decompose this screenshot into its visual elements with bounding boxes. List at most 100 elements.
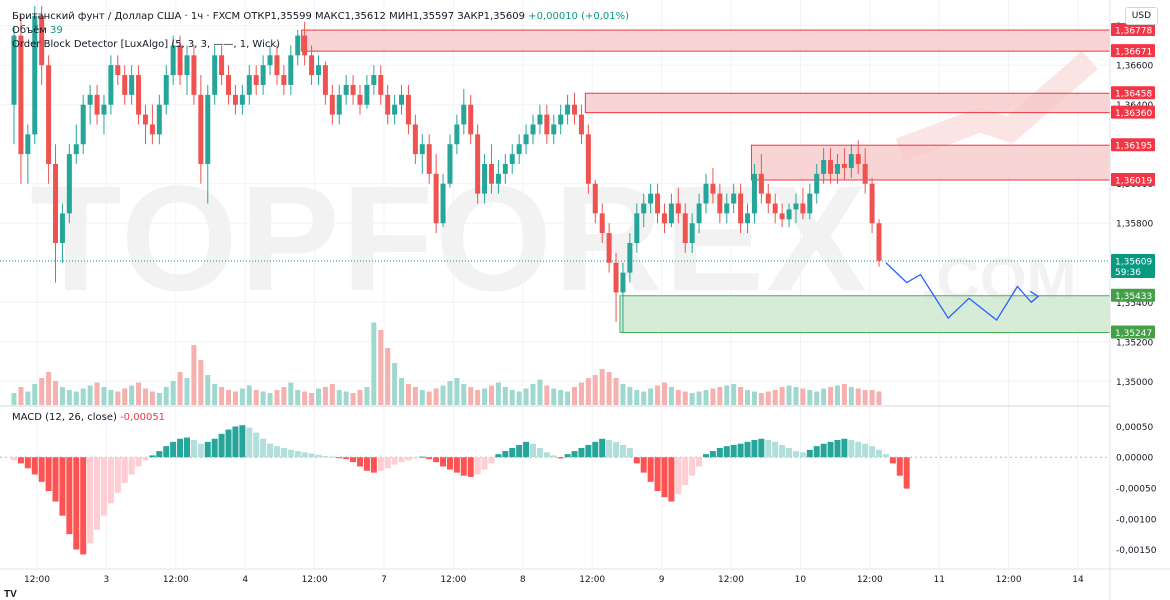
volume-bar xyxy=(717,387,723,405)
volume-bar xyxy=(59,387,65,405)
candle xyxy=(855,140,861,174)
candle xyxy=(163,65,169,115)
candle-body xyxy=(80,104,86,145)
candle-body xyxy=(488,163,494,184)
macd-bar xyxy=(80,457,87,555)
macd-value: -0,00051 xyxy=(120,412,166,423)
candle-body xyxy=(862,163,868,184)
volume-bar xyxy=(281,387,287,405)
time-tick-label: 12:00 xyxy=(440,575,466,585)
macd-bar xyxy=(370,457,377,473)
candle xyxy=(170,35,176,85)
macd-bar xyxy=(405,457,412,461)
volume-bars xyxy=(11,322,882,405)
candle xyxy=(336,84,342,125)
chart-legend-main: Британский фунт / Доллар США · 1ч · FXCM… xyxy=(12,11,629,22)
macd-bar xyxy=(384,457,391,469)
candle xyxy=(149,104,155,145)
candle xyxy=(108,55,114,115)
candle-body xyxy=(281,75,287,85)
volume-bar xyxy=(46,372,52,405)
candle-body xyxy=(655,193,661,214)
candle-body xyxy=(689,223,695,243)
candle xyxy=(578,104,584,145)
current-price-text: 1,35609 xyxy=(1115,257,1152,267)
volume-bar xyxy=(371,322,377,405)
volume-bar xyxy=(495,382,501,405)
candle-body xyxy=(523,134,529,145)
macd-bar xyxy=(350,457,357,463)
volume-bar xyxy=(53,381,59,405)
volume-bar xyxy=(488,385,494,405)
candle xyxy=(537,104,543,135)
candle-body xyxy=(620,272,626,293)
price-label-box xyxy=(1111,138,1155,152)
candle-body xyxy=(613,262,619,293)
volume-bar xyxy=(11,393,17,405)
macd-bar xyxy=(156,451,163,458)
candle xyxy=(447,134,453,188)
macd-bar xyxy=(709,451,716,458)
candle xyxy=(239,84,245,115)
time-tick-label: 9 xyxy=(659,575,665,585)
macd-tick-label: 0,00000 xyxy=(1116,454,1153,464)
tradingview-logo: TV xyxy=(4,589,17,600)
volume-bar xyxy=(205,375,211,405)
volume-bar xyxy=(101,387,107,405)
price-tick-label: 1,35200 xyxy=(1116,338,1153,348)
candle xyxy=(412,114,418,164)
volume-bar xyxy=(461,384,467,405)
candle-body xyxy=(205,94,211,164)
candle xyxy=(834,154,840,184)
currency-button[interactable]: USD xyxy=(1124,7,1158,25)
candle-body xyxy=(585,134,591,184)
candle-body xyxy=(371,75,377,85)
volume-bar xyxy=(184,378,190,405)
candle xyxy=(288,45,294,95)
macd-bar xyxy=(876,449,882,458)
candle xyxy=(724,193,730,224)
candle xyxy=(350,75,356,105)
candle xyxy=(502,154,508,184)
volume-bar xyxy=(565,391,571,405)
candle-body xyxy=(648,193,654,204)
volume-bar xyxy=(731,384,737,405)
candle-body xyxy=(136,75,142,115)
candle-body xyxy=(502,163,508,174)
volume-bar xyxy=(219,387,225,405)
candle xyxy=(322,61,328,105)
macd-bar xyxy=(744,441,751,458)
macd-bar xyxy=(813,446,820,458)
candle xyxy=(433,154,439,234)
candle-body xyxy=(343,84,349,95)
time-tick-label: 8 xyxy=(520,575,526,585)
candle xyxy=(122,65,128,105)
candle xyxy=(551,114,557,145)
macd-bar xyxy=(827,441,834,458)
candle xyxy=(758,154,764,204)
volume-value: 39 xyxy=(50,25,63,36)
macd-bar xyxy=(557,457,564,459)
price-label-text: 1,35433 xyxy=(1115,292,1152,302)
candle-body xyxy=(558,114,564,125)
candle-body xyxy=(433,173,439,224)
candle-body xyxy=(198,94,204,164)
candle-body xyxy=(869,183,875,224)
volume-bar xyxy=(634,390,640,405)
macd-bar xyxy=(474,457,481,475)
candle xyxy=(80,94,86,155)
macd-bar xyxy=(336,457,343,459)
macd-bar xyxy=(38,457,45,482)
volume-bar xyxy=(226,390,232,405)
macd-bar xyxy=(357,457,363,467)
candle-body xyxy=(399,94,405,105)
time-tick-label: 4 xyxy=(242,575,248,585)
volume-bar xyxy=(530,384,536,405)
macd-bar xyxy=(190,440,197,458)
macd-bar xyxy=(765,440,772,458)
candle-body xyxy=(530,124,536,135)
candle-body xyxy=(745,213,751,224)
macd-bar xyxy=(163,446,170,458)
volume-bar xyxy=(39,378,45,405)
